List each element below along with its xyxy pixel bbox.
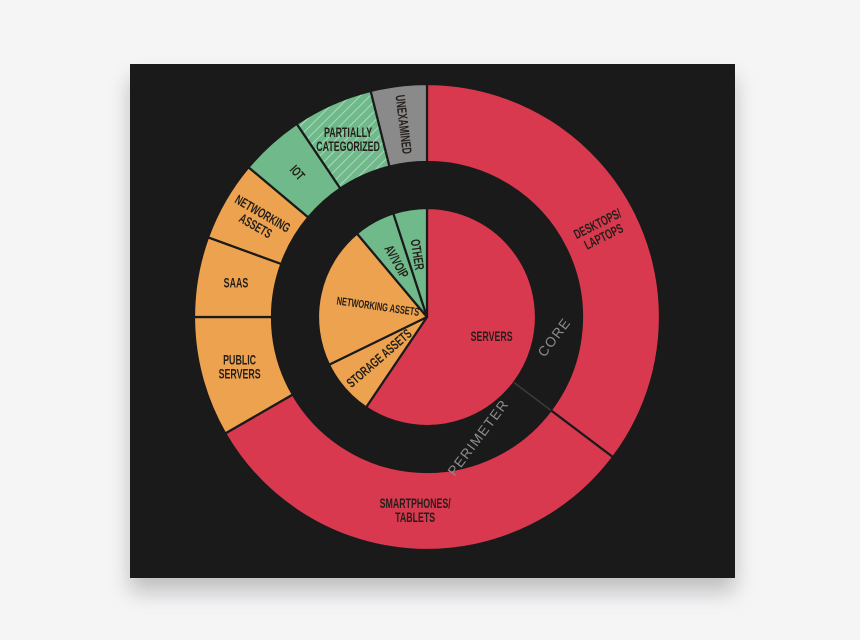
svg-text:SERVERS: SERVERS: [471, 330, 513, 344]
svg-text:SAAS: SAAS: [224, 277, 249, 291]
